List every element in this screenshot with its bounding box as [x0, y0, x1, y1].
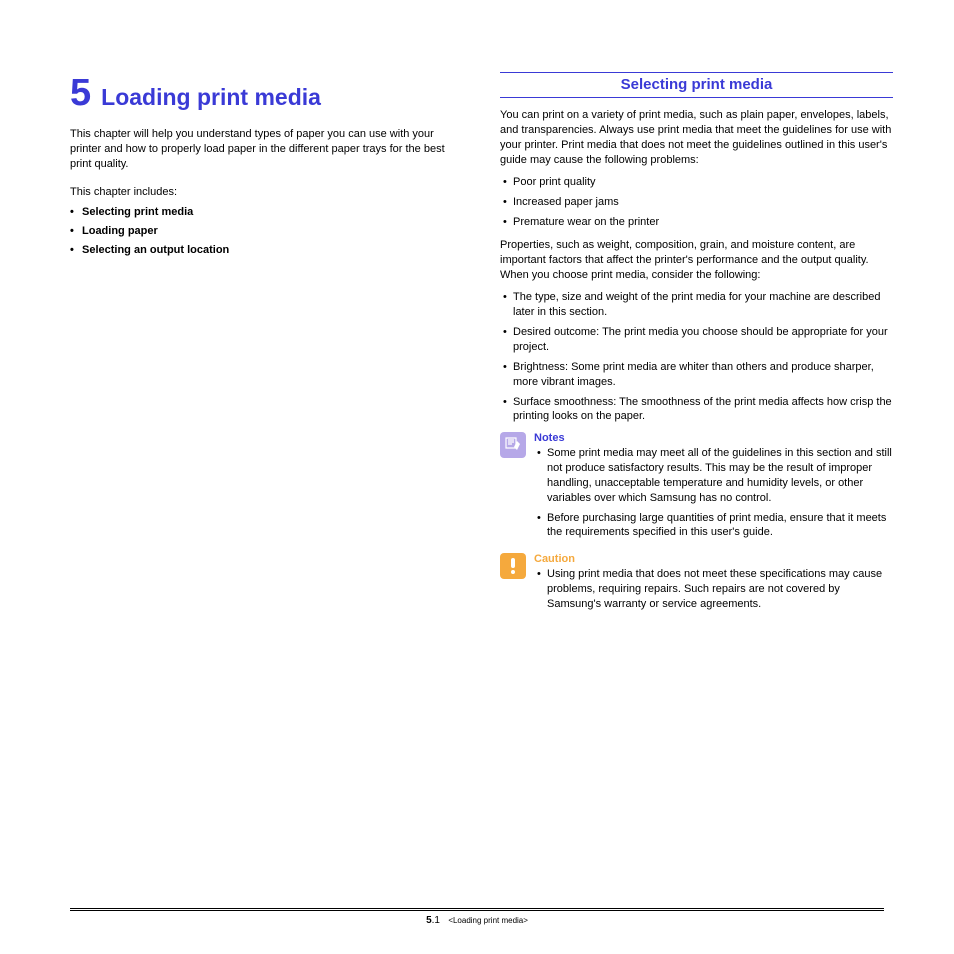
- list-item: The type, size and weight of the print m…: [500, 290, 893, 320]
- list-item: Surface smoothness: The smoothness of th…: [500, 395, 893, 425]
- section-title: Selecting print media: [621, 76, 773, 93]
- notes-callout: Notes Some print media may meet all of t…: [500, 432, 893, 545]
- page-footer: 5.1 <Loading print media>: [70, 908, 884, 926]
- list-item: Using print media that does not meet the…: [534, 567, 893, 612]
- document-page: 5 Loading print media This chapter will …: [0, 0, 954, 954]
- list-item: Brightness: Some print media are whiter …: [500, 360, 893, 390]
- list-item: Before purchasing large quantities of pr…: [534, 511, 893, 541]
- list-item: Some print media may meet all of the gui…: [534, 446, 893, 505]
- list-item: Desired outcome: The print media you cho…: [500, 325, 893, 355]
- left-column: 5 Loading print media This chapter will …: [70, 72, 460, 623]
- footer-rule: [70, 908, 884, 911]
- chapter-includes-list: Selecting print media Loading paper Sele…: [70, 206, 460, 256]
- notes-list: Some print media may meet all of the gui…: [534, 446, 893, 540]
- caution-label: Caution: [534, 553, 893, 565]
- chapter-number: 5: [70, 72, 91, 115]
- list-item: Premature wear on the printer: [500, 215, 893, 230]
- considerations-list: The type, size and weight of the print m…: [500, 290, 893, 424]
- caution-icon: [500, 553, 526, 579]
- problems-list: Poor print quality Increased paper jams …: [500, 175, 893, 230]
- list-item: Loading paper: [70, 225, 460, 237]
- footer-text: 5.1 <Loading print media>: [70, 915, 884, 926]
- list-item: Poor print quality: [500, 175, 893, 190]
- list-item: Selecting print media: [70, 206, 460, 218]
- body-paragraph: You can print on a variety of print medi…: [500, 108, 893, 167]
- includes-label: This chapter includes:: [70, 186, 460, 198]
- body-paragraph: Properties, such as weight, composition,…: [500, 238, 893, 283]
- notes-label: Notes: [534, 432, 893, 444]
- notes-icon: [500, 432, 526, 458]
- right-column: Selecting print media You can print on a…: [500, 72, 893, 623]
- chapter-title-text: Loading print media: [101, 84, 321, 111]
- footer-page-sub: .1: [432, 915, 440, 926]
- caution-list: Using print media that does not meet the…: [534, 567, 893, 612]
- two-column-layout: 5 Loading print media This chapter will …: [70, 72, 884, 623]
- list-item: Selecting an output location: [70, 244, 460, 256]
- chapter-heading: 5 Loading print media: [70, 72, 460, 115]
- notes-body: Notes Some print media may meet all of t…: [534, 432, 893, 545]
- caution-body: Caution Using print media that does not …: [534, 553, 893, 617]
- section-header-bar: Selecting print media: [500, 72, 893, 98]
- chapter-intro: This chapter will help you understand ty…: [70, 127, 460, 172]
- footer-page-ref: <Loading print media>: [448, 916, 528, 925]
- list-item: Increased paper jams: [500, 195, 893, 210]
- caution-callout: Caution Using print media that does not …: [500, 553, 893, 617]
